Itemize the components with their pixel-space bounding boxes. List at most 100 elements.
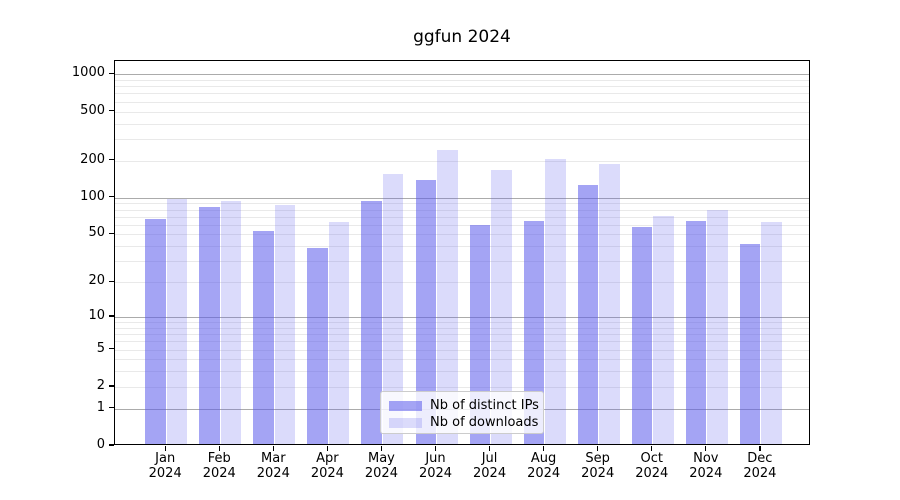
gridline-minor-6	[115, 341, 809, 343]
bar-distinct-ips-apr	[307, 248, 328, 444]
x-tick-mar	[272, 446, 275, 451]
x-tick-year: 2024	[743, 465, 777, 481]
x-tick-year: 2024	[364, 465, 398, 481]
bar-downloads-sep	[599, 164, 620, 444]
y-tick-1	[109, 407, 114, 409]
x-tick-month: May	[367, 451, 395, 466]
plot-area	[114, 60, 810, 445]
y-tick-1000	[109, 72, 114, 74]
x-tick-jan	[164, 446, 166, 451]
gridline-minor-300	[115, 138, 809, 140]
x-tick-jul	[488, 446, 491, 451]
y-tick-label-1000: 1000	[71, 65, 105, 81]
x-tick-month: Oct	[640, 451, 663, 466]
gridline-minor-7	[115, 334, 809, 336]
x-tick-label-may: May 2024	[351, 451, 411, 481]
x-tick-year: 2024	[202, 465, 236, 481]
x-tick-label-sep: Sep 2024	[568, 451, 628, 481]
x-tick-year: 2024	[256, 465, 290, 481]
x-tick-year: 2024	[310, 465, 344, 481]
x-tick-year: 2024	[527, 465, 561, 481]
legend-swatch-distinct-ips	[389, 400, 422, 411]
x-tick-year: 2024	[635, 465, 669, 481]
y-tick-label-2: 2	[96, 377, 105, 393]
x-tick-year: 2024	[689, 465, 723, 481]
gridline-major-1000	[115, 74, 809, 76]
bar-distinct-ips-sep	[577, 185, 599, 444]
x-tick-sep	[597, 446, 599, 451]
y-tick-label-0: 0	[96, 437, 105, 452]
y-tick-label-50: 50	[88, 225, 105, 241]
x-tick-may	[380, 446, 383, 451]
x-tick-month: Apr	[316, 451, 339, 466]
x-tick-apr	[326, 446, 329, 451]
y-tick-200	[109, 159, 114, 161]
bar-downloads-oct	[653, 216, 674, 444]
gridline-minor-20	[115, 282, 809, 284]
bar-downloads-jun	[437, 150, 458, 444]
legend-label-downloads: Nb of downloads	[430, 415, 539, 430]
bar-distinct-ips-may	[361, 200, 382, 444]
x-tick-label-feb: Feb 2024	[189, 451, 249, 481]
chart-title: ggfun 2024	[413, 27, 511, 47]
gridline-major-100	[115, 197, 809, 199]
x-tick-label-mar: Mar 2024	[243, 451, 303, 481]
y-tick-label-500: 500	[80, 102, 105, 118]
x-tick-month: Jan	[155, 451, 176, 466]
bar-downloads-jul	[491, 169, 512, 444]
gridline-minor-5	[115, 349, 809, 351]
gridline-minor-90	[115, 203, 809, 205]
gridline-minor-30	[115, 261, 809, 263]
gridline-minor-4	[115, 359, 809, 361]
x-tick-label-jul: Jul 2024	[460, 451, 520, 481]
bar-distinct-ips-jul	[469, 224, 491, 444]
gridline-minor-50	[115, 234, 809, 236]
bar-downloads-aug	[545, 159, 566, 444]
x-tick-aug	[543, 446, 545, 451]
gridline-minor-600	[115, 101, 809, 103]
x-tick-month: Mar	[261, 451, 286, 466]
bar-downloads-apr	[328, 221, 350, 444]
x-tick-label-jun: Jun 2024	[406, 451, 466, 481]
gridline-minor-2	[115, 386, 809, 388]
gridline-minor-70	[115, 216, 809, 218]
x-tick-year: 2024	[581, 465, 615, 481]
x-tick-label-oct: Oct 2024	[622, 451, 682, 481]
bar-distinct-ips-oct	[631, 227, 653, 444]
y-tick-label-10: 10	[88, 307, 105, 323]
bar-downloads-feb	[220, 201, 242, 444]
bar-downloads-nov	[707, 209, 728, 444]
bar-distinct-ips-jun	[415, 179, 436, 444]
y-tick-10	[109, 315, 114, 317]
x-tick-month: Sep	[585, 451, 610, 466]
gridline-minor-700	[115, 93, 809, 95]
y-tick-5	[109, 347, 114, 350]
x-tick-label-nov: Nov 2024	[676, 451, 736, 481]
x-tick-year: 2024	[418, 465, 453, 481]
legend-swatch-downloads	[389, 417, 422, 428]
bar-distinct-ips-mar	[253, 231, 274, 444]
legend-item-downloads: Nb of downloads	[389, 414, 539, 431]
x-tick-dec	[759, 446, 761, 451]
gridline-minor-80	[115, 209, 809, 211]
y-tick-50	[109, 232, 114, 235]
x-tick-oct	[651, 446, 653, 451]
x-tick-nov	[705, 446, 707, 451]
x-tick-feb	[218, 446, 220, 451]
gridline-minor-60	[115, 224, 809, 226]
bar-downloads-mar	[274, 205, 296, 444]
bar-downloads-jan	[166, 199, 188, 444]
y-tick-label-5: 5	[96, 340, 105, 356]
y-tick-label-100: 100	[80, 188, 105, 204]
x-tick-year: 2024	[473, 465, 507, 481]
gridline-minor-900	[115, 79, 809, 81]
x-tick-month: Feb	[207, 451, 231, 466]
bar-downloads-may	[382, 174, 404, 444]
y-tick-2	[109, 385, 114, 387]
x-tick-month: Jun	[425, 451, 446, 466]
y-tick-20	[109, 280, 114, 282]
bar-distinct-ips-nov	[685, 221, 707, 444]
legend: Nb of distinct IPs Nb of downloads	[380, 391, 544, 434]
x-tick-label-aug: Aug 2024	[514, 451, 574, 481]
